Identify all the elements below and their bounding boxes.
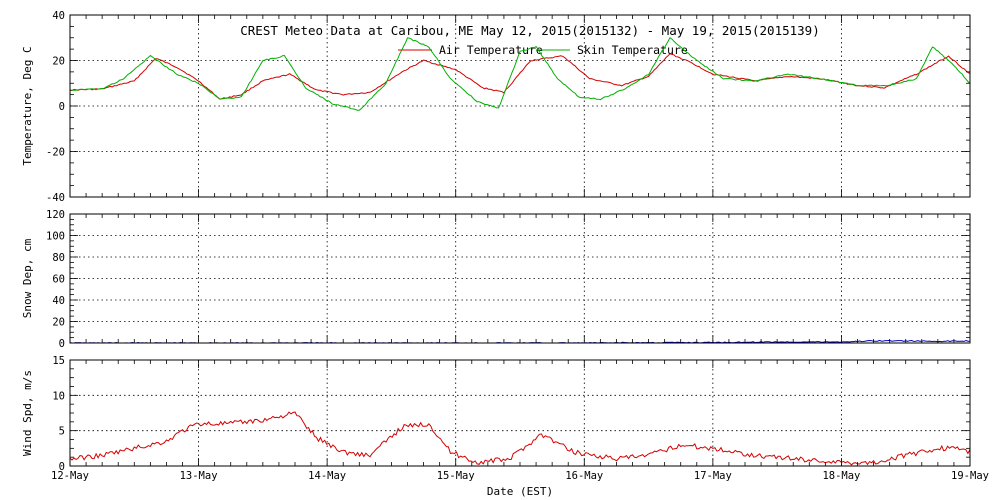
- y-axis-title: Wind Spd, m/s: [21, 370, 34, 456]
- y-axis-title: Snow Dep, cm: [21, 238, 34, 318]
- legend-label-air-temperature: Air Temperature: [439, 43, 543, 57]
- y-tick-label: 0: [59, 101, 65, 113]
- series-line-p2-s0: [69, 411, 971, 466]
- legend-label-skin-temperature: Skin Temperature: [577, 43, 688, 57]
- y-tick-label: 100: [46, 231, 65, 243]
- panel-0: -40 -20 0 20 40 Temperature, Deg C: [21, 10, 971, 204]
- x-tick-label: 13-May: [180, 470, 218, 482]
- x-tick-label: 12-May: [51, 470, 89, 482]
- y-tick-label: 60: [52, 274, 65, 286]
- y-tick-label: 20: [52, 317, 65, 329]
- panel-2: 0 5 10 15 Wind Spd, m/s: [21, 355, 971, 473]
- panel-frame: [69, 359, 971, 467]
- x-tick-label: 17-May: [694, 470, 732, 482]
- y-tick-label: 120: [46, 209, 65, 221]
- y-tick-label: 40: [52, 10, 65, 22]
- panel-1: 0 20 40 60 80 100 120 Snow Dep, cm: [21, 209, 971, 350]
- x-tick-label: 16-May: [565, 470, 603, 482]
- y-tick-label: 20: [52, 56, 65, 68]
- y-tick-label: 5: [59, 426, 65, 438]
- x-tick-label: 15-May: [437, 470, 475, 482]
- y-tick-label: -40: [46, 192, 65, 204]
- y-tick-label: 10: [52, 390, 65, 402]
- y-axis-title: Temperature, Deg C: [21, 46, 34, 165]
- legend: Air Temperature Skin Temperature: [398, 43, 688, 57]
- x-axis-title: Date (EST): [487, 485, 553, 498]
- y-tick-label: 0: [59, 461, 65, 473]
- y-tick-label: 80: [52, 252, 65, 264]
- y-tick-label: 40: [52, 295, 65, 307]
- x-tick-label: 14-May: [308, 470, 346, 482]
- x-tick-label: 18-May: [822, 470, 860, 482]
- y-tick-label: 15: [52, 355, 65, 367]
- y-tick-label: 0: [59, 338, 65, 350]
- chart-title: CREST Meteo Data at Caribou, ME May 12, …: [240, 23, 819, 38]
- series-line-p0-s1: [69, 36, 971, 111]
- x-tick-label: 19-May: [951, 470, 989, 482]
- y-tick-label: -20: [46, 147, 65, 159]
